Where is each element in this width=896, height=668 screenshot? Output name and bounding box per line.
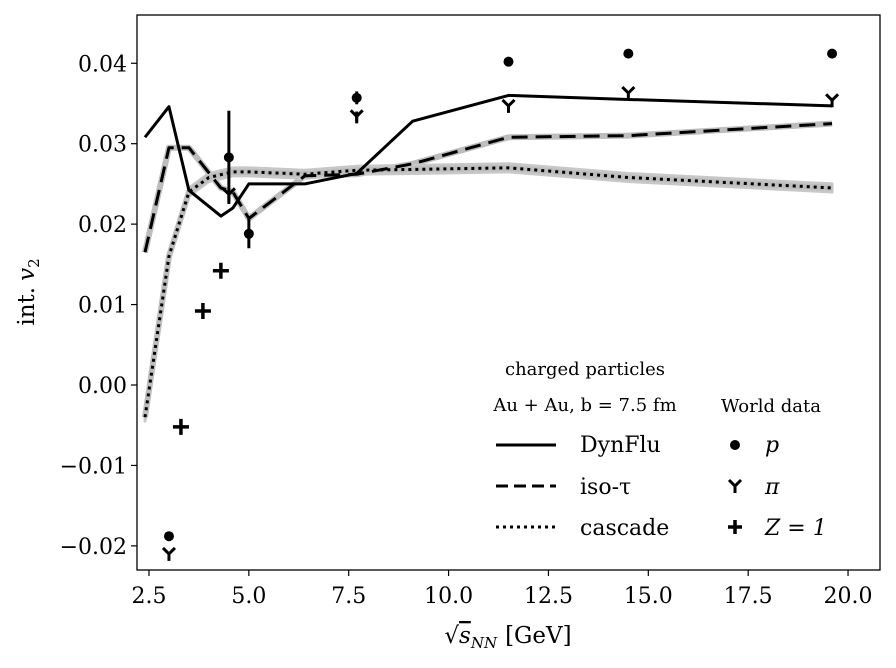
x-tick-label: 12.5 — [524, 584, 573, 609]
z1-marker — [194, 303, 211, 319]
series-dotted-shadow — [142, 164, 833, 418]
legend-label-pi: π — [764, 475, 780, 500]
pi-marker — [349, 109, 364, 124]
x-tick-label: 15.0 — [624, 584, 673, 609]
y-tick-label: −0.01 — [60, 454, 127, 479]
pi-marker — [161, 546, 177, 561]
series-line-dynflu — [143, 93, 833, 218]
y-tick-label: 0.00 — [78, 374, 127, 399]
legend-label-iso-tau: iso-τ — [580, 475, 631, 500]
p-marker — [503, 56, 514, 67]
series-layer — [143, 93, 833, 418]
legend-subtitle: Au + Au, b = 7.5 fm — [492, 395, 676, 416]
legend-marker-pi — [727, 478, 743, 493]
y-tick-label: 0.01 — [78, 294, 127, 319]
p-marker — [163, 531, 174, 542]
legend-label-z1: Z = 1 — [764, 516, 827, 541]
cascade-uncertainty-band — [143, 162, 834, 423]
x-tick-label: 5.0 — [231, 584, 266, 609]
marker-layer — [161, 48, 840, 561]
pi-marker — [825, 93, 840, 108]
legend-marker-z1 — [728, 520, 742, 534]
x-tick-label: 10.0 — [424, 584, 473, 609]
series-line-cascade — [143, 166, 833, 418]
p-marker — [351, 92, 362, 103]
pi-marker — [501, 98, 516, 113]
y-axis-label: int.v2 — [14, 258, 43, 325]
legend-label-cascade: cascade — [580, 516, 669, 541]
legend-label-p: p — [765, 433, 779, 458]
plot-frame — [136, 14, 881, 571]
p-marker — [243, 228, 254, 239]
pi-marker — [621, 85, 636, 101]
pi-marker — [221, 187, 236, 202]
legend: charged particles Au + Au, b = 7.5 fm Wo… — [492, 359, 826, 541]
legend-marker-p — [730, 440, 740, 450]
y-tick-label: 0.02 — [78, 213, 127, 238]
p-marker — [623, 48, 634, 59]
legend-world-data-title: World data — [721, 396, 821, 417]
z1-marker — [172, 418, 189, 435]
x-tick-label: 2.5 — [131, 584, 166, 609]
axes-layer: 2.5 5.0 7.5 10.0 12.5 15.0 17.5 20.0 −0.02 −0.01 0… — [60, 14, 881, 609]
z1-marker — [212, 262, 229, 279]
y-tick-label: −0.02 — [60, 535, 127, 560]
x-axis-label: √sNN [GeV] — [444, 623, 571, 652]
cascade-band-layer — [142, 120, 834, 423]
y-tick-label: 0.03 — [78, 133, 127, 158]
p-marker — [827, 48, 838, 59]
x-tick-label: 20.0 — [824, 584, 873, 609]
p-marker — [223, 152, 234, 163]
x-tick-label: 17.5 — [724, 584, 773, 609]
legend-label-dynflu: DynFlu — [580, 433, 661, 458]
legend-title: charged particles — [505, 359, 665, 380]
series-line-iso — [143, 122, 833, 253]
y-tick-label: 0.04 — [78, 52, 127, 77]
x-tick-label: 7.5 — [331, 584, 366, 609]
